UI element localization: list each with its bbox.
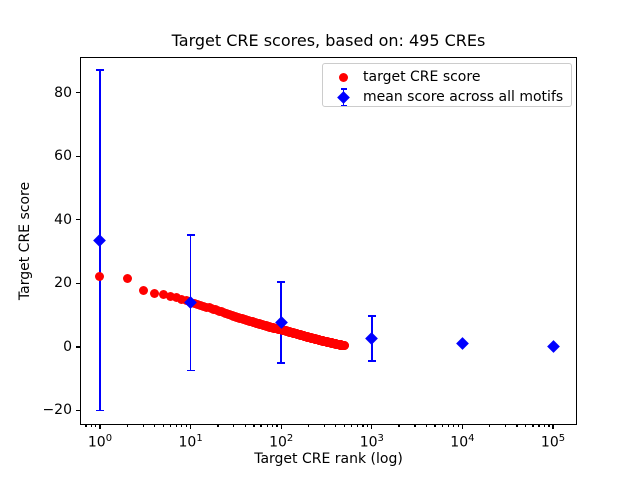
y-tick [76, 282, 80, 284]
error-bar-cap [95, 69, 104, 72]
x-minor-tick [414, 425, 416, 428]
x-minor-tick [142, 425, 144, 428]
x-minor-tick [548, 425, 550, 428]
x-minor-tick [271, 425, 274, 428]
x-minor-tick [181, 425, 183, 428]
x-minor-tick [447, 425, 450, 428]
error-bar-cap [277, 362, 286, 364]
y-tick-label: 40 [54, 211, 72, 228]
x-tick [189, 425, 192, 429]
x-minor-tick [335, 425, 337, 428]
target-score-point [177, 294, 187, 304]
x-minor-tick [441, 425, 443, 428]
x-minor-tick [525, 425, 527, 428]
y-tick [76, 155, 80, 157]
x-tick [280, 425, 282, 429]
target-score-point [150, 288, 160, 298]
x-tick [461, 425, 464, 429]
x-minor-tick [185, 425, 188, 428]
legend-label: target CRE score [363, 69, 481, 85]
x-minor-tick [233, 425, 235, 428]
legend-entry-mean-score: mean score across all motifs [323, 87, 563, 107]
x-minor-tick [489, 425, 491, 428]
y-tick [76, 91, 80, 94]
target-score-point [138, 286, 148, 296]
y-tick-label: 0 [63, 338, 72, 355]
x-tick [371, 425, 373, 429]
x-minor-tick [452, 425, 455, 428]
legend-label: mean score across all motifs [363, 89, 564, 105]
x-minor-tick [126, 425, 128, 428]
y-tick-label: −20 [42, 402, 72, 419]
x-minor-tick [516, 425, 518, 428]
error-bar-cap [186, 369, 195, 372]
x-minor-tick [253, 425, 255, 428]
x-minor-tick [169, 425, 172, 428]
error-bar-cap-icon [340, 104, 347, 107]
x-minor-tick [90, 425, 92, 428]
error-bar-cap [95, 409, 104, 412]
x-minor-tick [398, 425, 400, 428]
legend: target CRE score mean score across all m… [322, 63, 572, 107]
legend-entry-target-score: target CRE score [323, 67, 480, 87]
x-tick-label: 101 [178, 433, 203, 451]
error-bar-cap [367, 315, 376, 318]
target-score-point [95, 272, 105, 282]
x-minor-tick [343, 425, 346, 428]
error-bar-cap-icon [340, 88, 347, 90]
target-score-point [166, 292, 175, 302]
y-tick [76, 346, 80, 348]
x-minor-tick [504, 425, 507, 428]
blue-diamond-icon [337, 91, 350, 104]
x-minor-tick [425, 425, 427, 428]
legend-marker-cell [323, 67, 363, 87]
x-minor-tick [162, 425, 164, 428]
error-bar-cap [186, 234, 195, 237]
x-minor-tick [434, 425, 436, 428]
x-tick-label: 105 [540, 433, 566, 451]
y-tick-label: 80 [54, 84, 72, 101]
x-minor-tick [244, 425, 246, 428]
y-tick-label: 20 [54, 275, 72, 292]
x-minor-tick [95, 425, 97, 428]
y-tick-label: 60 [54, 148, 72, 165]
x-tick-label: 100 [87, 433, 113, 451]
x-tick-label: 102 [269, 433, 294, 451]
y-tick [76, 219, 80, 221]
x-minor-tick [217, 425, 219, 428]
plot-area [80, 57, 577, 425]
error-bar-cap [277, 281, 286, 284]
chart-title: Target CRE scores, based on: 495 CREs [171, 31, 486, 50]
error-bar-cap [367, 359, 376, 362]
x-minor-tick [357, 425, 359, 428]
x-axis-label: Target CRE rank (log) [254, 451, 403, 467]
target-score-point [339, 341, 349, 351]
x-minor-tick [266, 425, 268, 428]
target-score-point [158, 290, 168, 300]
x-minor-tick [362, 425, 364, 428]
x-minor-tick [532, 425, 534, 428]
x-minor-tick [351, 425, 353, 428]
target-score-point [172, 293, 182, 303]
x-tick [99, 425, 101, 429]
x-minor-tick [85, 425, 87, 428]
x-minor-tick [457, 425, 459, 428]
x-minor-tick [538, 425, 540, 428]
x-minor-tick [367, 425, 369, 428]
x-tick-label: 103 [359, 433, 384, 451]
x-minor-tick [175, 425, 178, 428]
red-circle-icon [339, 73, 348, 82]
x-minor-tick [323, 425, 326, 428]
target-score-point [122, 274, 132, 284]
x-minor-tick [153, 425, 156, 428]
x-minor-tick [276, 425, 278, 428]
x-tick-label: 104 [450, 433, 475, 451]
x-minor-tick [543, 425, 545, 428]
x-tick [552, 425, 554, 429]
legend-marker-cell [323, 87, 363, 107]
y-tick [76, 409, 80, 412]
x-minor-tick [307, 425, 310, 428]
x-minor-tick [260, 425, 262, 428]
